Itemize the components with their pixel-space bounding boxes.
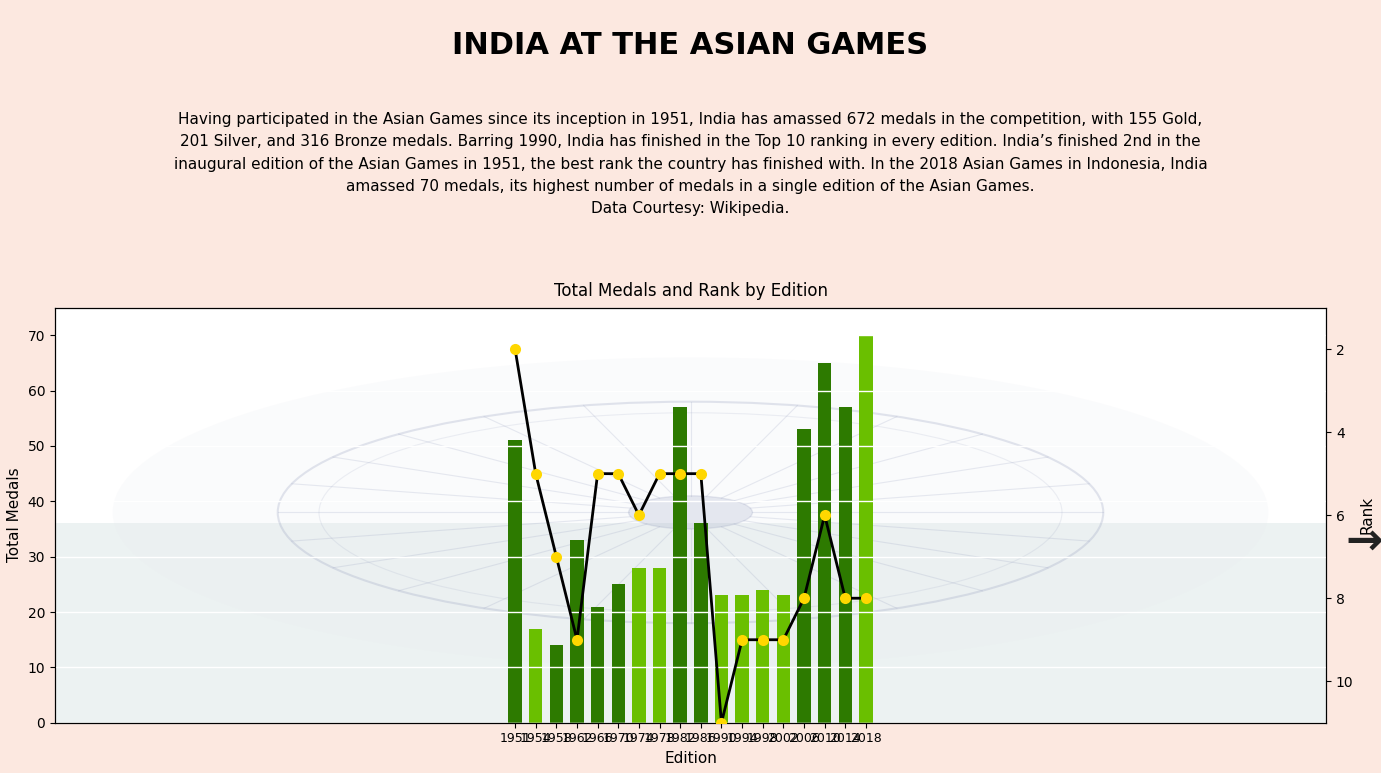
Bar [838, 407, 852, 723]
Text: →: → [1346, 519, 1381, 563]
Bar [612, 584, 626, 723]
Title: Total Medals and Rank by Edition: Total Medals and Rank by Edition [554, 282, 827, 301]
Bar [591, 607, 605, 723]
Text: INDIA AT THE ASIAN GAMES: INDIA AT THE ASIAN GAMES [453, 31, 928, 60]
Bar [755, 590, 769, 723]
Bar [818, 363, 831, 723]
Bar [632, 568, 645, 723]
Bar [736, 595, 749, 723]
Circle shape [113, 357, 1268, 667]
Text: Having participated in the Asian Games since its inception in 1951, India has am: Having participated in the Asian Games s… [174, 112, 1207, 216]
Bar [715, 595, 728, 723]
Bar [695, 523, 707, 723]
Y-axis label: Rank: Rank [1359, 496, 1374, 534]
Bar [570, 540, 584, 723]
X-axis label: Edition: Edition [664, 751, 717, 766]
Bar [508, 441, 522, 723]
Bar [529, 628, 543, 723]
Bar [776, 595, 790, 723]
Circle shape [628, 495, 753, 529]
Bar [859, 335, 873, 723]
Bar [550, 645, 563, 723]
Bar [674, 407, 686, 723]
Y-axis label: Total Medals: Total Medals [7, 468, 22, 563]
Bar [653, 568, 666, 723]
Bar [55, 523, 1326, 723]
Bar [797, 429, 811, 723]
